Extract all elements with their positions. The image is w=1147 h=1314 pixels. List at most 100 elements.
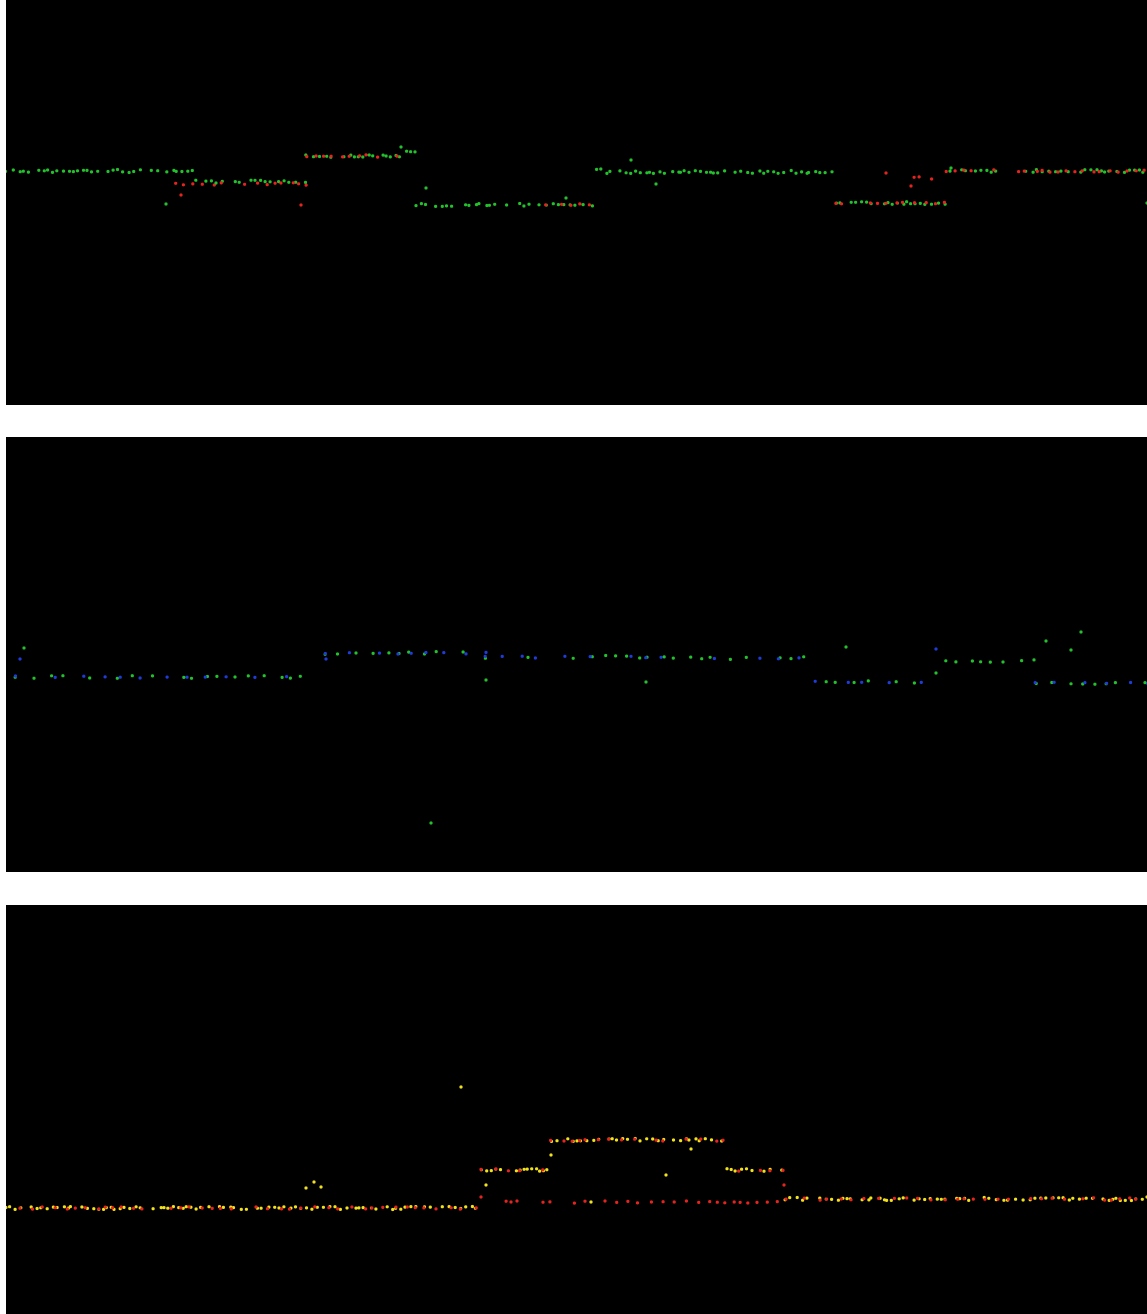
- scan-point: [942, 200, 947, 204]
- scan-point: [298, 674, 302, 678]
- scan-point: [739, 169, 743, 173]
- scan-point: [151, 1207, 155, 1211]
- scan-point: [311, 155, 316, 159]
- scan-point: [629, 171, 633, 175]
- scan-point: [564, 196, 568, 200]
- scan-point: [682, 169, 686, 173]
- scan-point: [614, 1138, 619, 1142]
- scan-point: [782, 1183, 786, 1187]
- scan-point: [818, 1198, 822, 1202]
- scan-point: [750, 1168, 754, 1173]
- scan-point: [239, 1207, 243, 1211]
- scan-point: [354, 651, 358, 655]
- scan-point: [409, 1205, 413, 1209]
- scan-point: [934, 647, 938, 651]
- scan-point: [1035, 169, 1039, 173]
- scan-point: [327, 1206, 331, 1210]
- scan-point: [484, 650, 488, 654]
- scan-point: [548, 1200, 552, 1204]
- scan-point: [654, 182, 658, 186]
- scan-point: [608, 169, 612, 173]
- scan-point: [860, 680, 864, 684]
- scan-point: [395, 154, 399, 158]
- scan-point: [929, 1198, 933, 1202]
- scan-point: [699, 1137, 703, 1141]
- scan-point: [128, 1206, 132, 1211]
- scan-point: [1134, 1197, 1138, 1201]
- scan-point: [624, 171, 628, 175]
- scan-point: [361, 1206, 365, 1210]
- scan-point: [1116, 170, 1120, 174]
- scan-point: [354, 1206, 358, 1210]
- scan-point: [887, 681, 891, 685]
- scan-point: [645, 171, 649, 175]
- scan-point: [88, 676, 92, 680]
- scan-point: [555, 1139, 559, 1143]
- scan-point: [607, 1137, 611, 1141]
- scan-point: [694, 1137, 698, 1141]
- scan-point: [916, 1196, 920, 1200]
- scan-point: [1022, 169, 1026, 173]
- scan-point: [1040, 168, 1044, 172]
- scan-point: [762, 1169, 766, 1173]
- scan-point: [22, 646, 26, 650]
- scan-point: [912, 1198, 916, 1202]
- scan-point: [930, 177, 934, 181]
- scan-point: [394, 1205, 398, 1209]
- scan-point: [905, 200, 909, 204]
- scan-point: [750, 171, 755, 175]
- scan-point: [477, 202, 481, 206]
- scan-point: [384, 154, 388, 158]
- scan-point: [526, 655, 530, 659]
- scan-point: [711, 171, 715, 175]
- scan-point: [1067, 1198, 1071, 1202]
- scan-point: [262, 674, 266, 678]
- scan-point: [179, 1206, 183, 1210]
- scan-point: [200, 1206, 204, 1210]
- scan-point: [884, 171, 888, 175]
- scan-point: [204, 179, 208, 183]
- scan-point: [13, 674, 18, 678]
- scan-point: [237, 180, 241, 184]
- scan-point: [704, 170, 709, 174]
- scan-point: [833, 680, 837, 684]
- scan-point: [551, 202, 555, 206]
- scan-point: [671, 170, 675, 174]
- scan-point: [520, 654, 524, 658]
- scan-point: [844, 645, 848, 649]
- scan-point: [484, 1183, 488, 1187]
- scan-point: [588, 655, 592, 659]
- scan-point: [89, 170, 94, 174]
- scan-point: [317, 154, 322, 159]
- scan-point: [336, 1207, 340, 1211]
- scan-point: [839, 1197, 843, 1201]
- scan-point: [599, 167, 603, 171]
- scan-point: [30, 1207, 35, 1211]
- scan-point: [538, 1169, 542, 1173]
- scan-point: [549, 1138, 553, 1142]
- scan-point: [221, 1205, 225, 1209]
- scan-point: [1123, 1198, 1127, 1202]
- scan-point: [429, 821, 433, 825]
- scan-point: [233, 675, 237, 679]
- scan-point: [263, 180, 267, 184]
- scan-point: [625, 1137, 630, 1141]
- scan-point: [285, 675, 289, 679]
- scan-point: [562, 1139, 566, 1143]
- scan-point: [434, 1207, 438, 1211]
- scan-point: [979, 660, 983, 664]
- scan-point: [422, 1206, 426, 1210]
- scan-point: [21, 169, 25, 173]
- scan-point: [288, 676, 292, 680]
- scan-point: [282, 1205, 286, 1209]
- scan-point: [866, 679, 870, 683]
- scan-point: [357, 1206, 361, 1210]
- scan-point: [1050, 680, 1054, 685]
- scan-point: [419, 202, 423, 206]
- scan-point: [1020, 659, 1024, 663]
- scan-point: [62, 1205, 66, 1209]
- scan-point: [132, 1206, 136, 1210]
- scan-point: [629, 158, 633, 162]
- scan-point: [708, 655, 712, 659]
- scan-point: [303, 180, 308, 184]
